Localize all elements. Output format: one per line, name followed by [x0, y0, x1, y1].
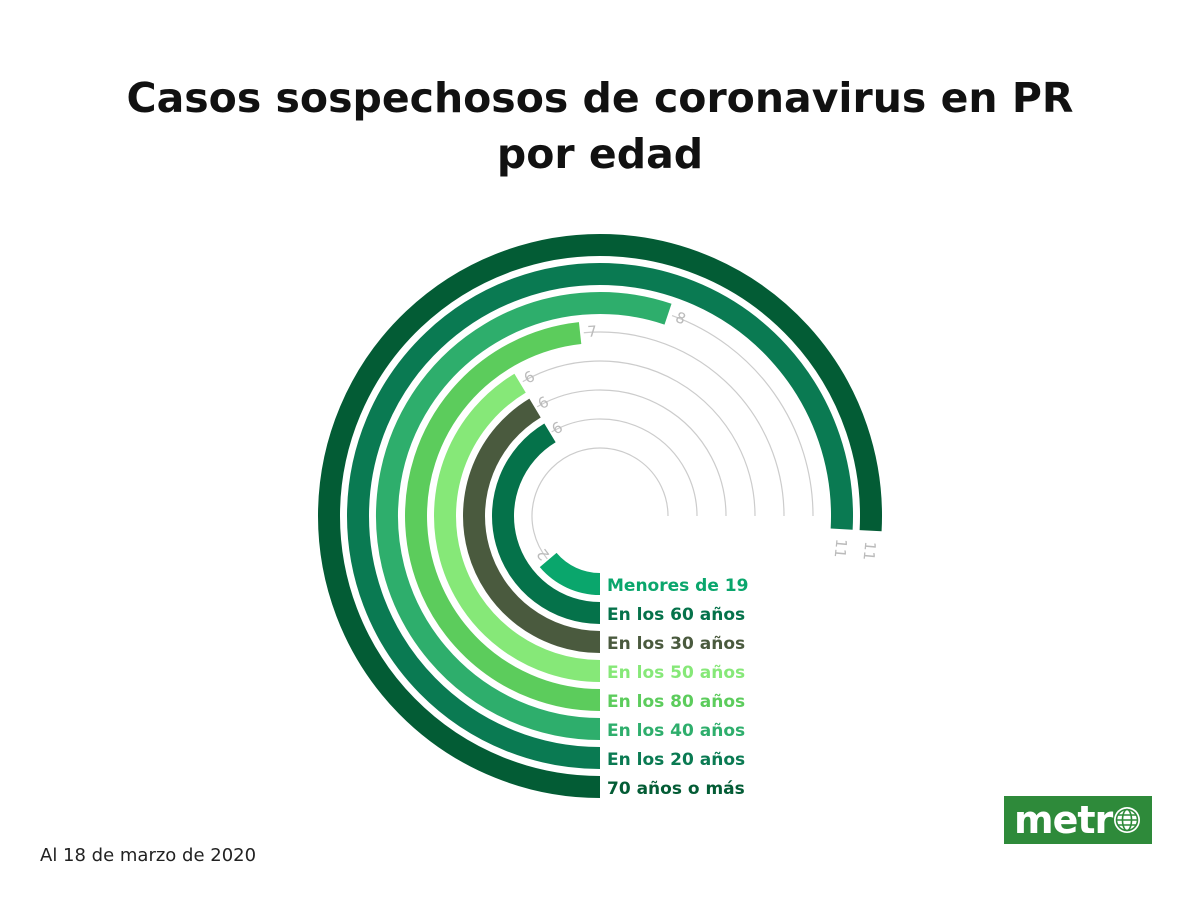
category-label: En los 50 años	[607, 663, 745, 683]
value-label: 6	[521, 367, 538, 387]
metro-logo: metr	[1004, 796, 1152, 844]
bar	[376, 292, 672, 740]
chart-title-line-1: Casos sospechosos de coronavirus en PR	[126, 74, 1074, 122]
grid-arc	[531, 447, 669, 560]
value-label: 6	[535, 393, 552, 413]
category-label: En los 60 años	[607, 605, 745, 625]
value-label: 11	[860, 541, 880, 562]
chart-title-line-2: por edad	[496, 130, 704, 178]
category-label: En los 80 años	[607, 692, 745, 712]
bar	[492, 423, 601, 624]
grid-arc	[551, 418, 698, 517]
category-label: En los 20 años	[607, 750, 745, 770]
bars	[318, 234, 882, 798]
value-label: 11	[831, 538, 851, 559]
grid-arc	[522, 360, 756, 517]
category-label: Menores de 19	[607, 576, 748, 596]
grid	[522, 314, 814, 560]
bar	[318, 234, 882, 798]
footnote: Al 18 de marzo de 2020	[40, 845, 257, 866]
chart-title: Casos sospechosos de coronavirus en PR p…	[0, 70, 1200, 182]
bar	[405, 322, 601, 711]
bar	[347, 263, 854, 769]
bar	[434, 373, 601, 682]
category-label: En los 30 años	[607, 634, 745, 654]
category-label: 70 años o más	[607, 779, 745, 799]
value-label: 8	[673, 308, 688, 328]
bar	[463, 398, 601, 653]
value-label: 7	[587, 322, 598, 341]
grid-arc	[536, 389, 727, 517]
globe-icon	[1114, 807, 1140, 833]
bar	[539, 552, 601, 595]
grid-arc	[671, 314, 814, 517]
category-labels: Menores de 19 En los 60 años En los 30 año…	[607, 576, 748, 799]
logo-text: metr	[1014, 798, 1113, 842]
category-label: En los 40 años	[607, 721, 745, 741]
grid-arc	[583, 331, 785, 517]
